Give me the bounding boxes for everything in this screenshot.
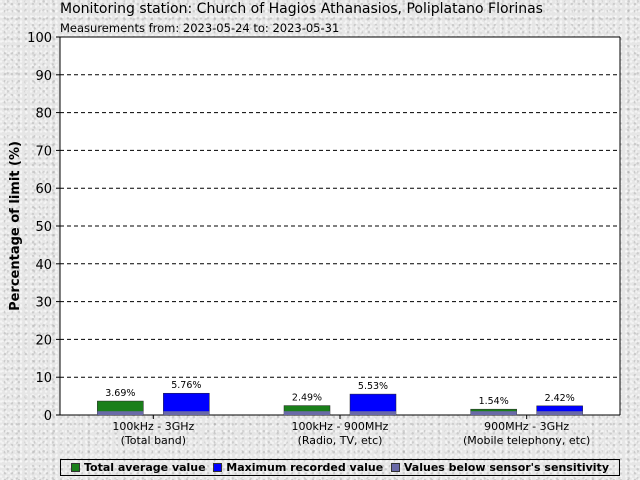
- y-tick-label: 80: [35, 107, 52, 122]
- chart-title: Monitoring station: Church of Hagios Ath…: [60, 1, 543, 17]
- bar-below-sensitivity: [97, 411, 144, 415]
- bar-below-sensitivity: [163, 411, 210, 415]
- x-tick-label-line1: 100kHz - 3GHz: [112, 420, 194, 433]
- legend-item-total-average: Total average value: [71, 461, 206, 474]
- y-tick-label: 20: [35, 333, 52, 348]
- data-label-total-average: 2.49%: [292, 393, 322, 404]
- legend-label-maximum: Maximum recorded value: [226, 461, 384, 474]
- y-axis-label: Percentage of limit (%): [8, 141, 23, 311]
- y-tick-label: 60: [35, 182, 52, 197]
- data-label-maximum: 5.76%: [171, 380, 201, 391]
- data-label-maximum: 2.42%: [545, 393, 575, 404]
- data-label-total-average: 1.54%: [479, 396, 509, 407]
- x-tick-label-line1: 900MHz - 3GHz: [484, 420, 569, 433]
- y-tick-label: 10: [35, 371, 52, 386]
- legend: Total average value Maximum recorded val…: [60, 459, 620, 476]
- x-tick-label-line2: (Mobile telephony, etc): [463, 434, 590, 447]
- y-tick-label: 100: [27, 31, 52, 46]
- data-label-maximum: 5.53%: [358, 381, 388, 392]
- y-tick-label: 40: [35, 258, 52, 273]
- legend-swatch-maximum: [213, 463, 223, 472]
- y-tick-label: 70: [35, 144, 52, 159]
- x-tick-label-line2: (Total band): [121, 434, 186, 447]
- legend-item-below-sensitivity: Values below sensor's sensitivity: [390, 461, 609, 474]
- legend-swatch-total-average: [71, 463, 80, 472]
- bar-below-sensitivity: [470, 411, 517, 415]
- legend-item-maximum: Maximum recorded value: [213, 461, 383, 474]
- data-label-total-average: 3.69%: [105, 388, 135, 399]
- bar-below-sensitivity: [284, 411, 330, 415]
- y-tick-label: 90: [35, 69, 52, 84]
- y-tick-label: 0: [44, 409, 52, 424]
- bar-below-sensitivity: [536, 411, 583, 415]
- legend-label-total-average: Total average value: [84, 461, 206, 474]
- x-tick-label-line1: 100kHz - 900MHz: [292, 420, 389, 433]
- y-tick-label: 50: [35, 220, 52, 235]
- y-tick-label: 30: [35, 296, 52, 311]
- chart-subtitle: Measurements from: 2023-05-24 to: 2023-0…: [60, 21, 340, 35]
- legend-label-below-sensitivity: Values below sensor's sensitivity: [403, 461, 609, 474]
- x-tick-label-line2: (Radio, TV, etc): [298, 434, 383, 447]
- bar-below-sensitivity: [350, 411, 396, 415]
- legend-swatch-below-sensitivity: [390, 463, 400, 472]
